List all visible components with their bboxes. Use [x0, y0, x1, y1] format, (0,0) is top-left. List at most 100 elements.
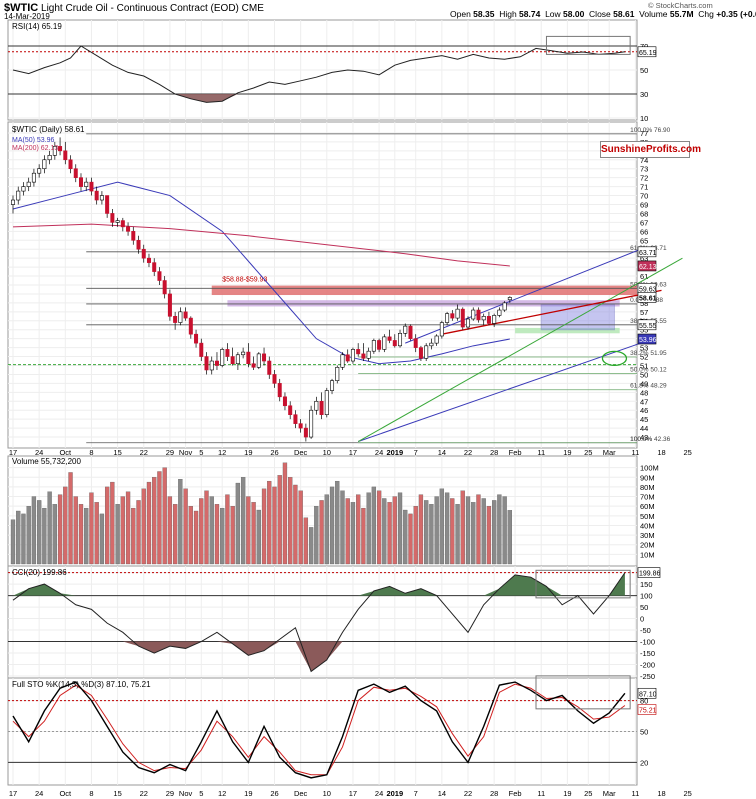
volume-bar [376, 490, 382, 565]
open-label: Open [450, 9, 471, 19]
price-title: $WTIC (Daily) 58.61 [12, 125, 85, 134]
candle-body [298, 423, 303, 429]
candle-body [361, 353, 366, 359]
low-label: Low [545, 9, 561, 19]
volume-ytick: 10M [640, 550, 655, 559]
price-ytick: 73 [640, 165, 648, 174]
close-label: Close [589, 9, 611, 19]
volume-bar [125, 491, 131, 565]
candle-body [115, 220, 120, 223]
volume-ytick: 20M [640, 541, 655, 550]
volume-bar [429, 504, 434, 565]
fib-rally-label: 50.0% 50.12 [630, 366, 667, 373]
candle-body [418, 347, 423, 359]
candle-body [377, 340, 382, 350]
volume-bar [47, 491, 52, 565]
volume-bar [497, 494, 502, 565]
candle-body [262, 353, 267, 362]
price-tag-label: 58.61 [639, 295, 657, 302]
volume-bar [115, 504, 120, 565]
volume-bar [188, 506, 193, 565]
volume-bar [314, 506, 319, 565]
volume-bar [298, 490, 303, 565]
volume-bar [68, 472, 73, 565]
sto-k-label: 87.10 [639, 691, 657, 698]
volume-bar [214, 504, 220, 565]
candle-body [424, 345, 429, 359]
cci-ytick: 0 [640, 615, 644, 624]
price-ytick: 57 [640, 308, 648, 317]
volume-bar [209, 496, 214, 565]
price-ytick: 50 [640, 370, 648, 379]
candle-body [89, 181, 94, 192]
volume-bar [246, 496, 251, 565]
x-tick-label: 19 [563, 448, 571, 457]
price-ytick: 70 [640, 192, 648, 201]
rsi-ytick: 10 [640, 114, 648, 123]
volume-bar [476, 494, 481, 565]
volume-bar [387, 502, 392, 565]
price-panel: 7776757473727170696867666564636261605958… [7, 121, 683, 449]
volume-bar [26, 506, 31, 565]
x-tick-label: 25 [584, 448, 592, 457]
volume-bar [418, 494, 424, 565]
volume-bar [220, 507, 225, 565]
rsi-line [12, 45, 625, 103]
volume-bar [141, 488, 146, 565]
price-ytick: 55 [640, 326, 648, 335]
price-ytick: 43 [640, 433, 648, 442]
ma200-line [12, 223, 510, 267]
up-channel-upper [405, 248, 641, 344]
resistance-zone [211, 285, 638, 296]
x-tick-label: 19 [244, 789, 252, 798]
candle-body [209, 360, 214, 371]
candle-body [481, 316, 486, 321]
candle-body [194, 333, 199, 344]
x-tick-label: 2019 [386, 448, 403, 457]
candle-body [382, 336, 387, 350]
cci-ytick: -200 [640, 661, 655, 670]
x-tick-label: 18 [657, 789, 665, 798]
candle-body [445, 313, 450, 323]
candle-body [157, 271, 162, 281]
high-label: High [499, 9, 517, 19]
candle-body [126, 226, 131, 232]
volume-bar [324, 494, 329, 565]
x-tick-label: 25 [683, 789, 691, 798]
volume-bar [371, 486, 377, 565]
volume-bar [486, 506, 492, 565]
volume-bar [366, 492, 371, 565]
candle-body [131, 231, 136, 241]
red-resistance-line [441, 289, 662, 335]
volume-bar [251, 502, 256, 565]
x-tick-label: 22 [140, 448, 148, 457]
x-tick-label: 11 [537, 448, 545, 457]
volume-bar [403, 509, 408, 565]
volume-bar [277, 475, 282, 565]
volume-bar [152, 477, 157, 565]
x-tick-label: 10 [323, 789, 331, 798]
fib-rally-label: 100.0% [630, 436, 652, 443]
x-tick-label: 8 [89, 789, 93, 798]
price-ytick: 66 [640, 227, 648, 236]
volume-ytick: 100M [640, 464, 659, 473]
candle-body [492, 315, 497, 324]
candle-body [324, 390, 329, 415]
volume-bar [308, 527, 314, 565]
candle-body [267, 360, 272, 375]
candle-body [52, 146, 57, 156]
sto-panel: 80 50 20 Full STO %K(14,3) %D(3) 87.10, 75.… [7, 675, 657, 786]
up-channel-lower [358, 342, 641, 442]
x-tick-label: 25 [683, 448, 691, 457]
price-ytick: 61 [640, 272, 648, 281]
candle-body [199, 342, 204, 357]
candle-body [178, 311, 183, 323]
price-tag-label: 59.63 [639, 286, 657, 293]
candle-body [63, 150, 68, 161]
price-ytick: 47 [640, 397, 648, 406]
candle-body [99, 195, 104, 201]
candle-body [214, 360, 219, 366]
x-tick-label: Mar [603, 448, 616, 457]
candle-body [450, 313, 455, 319]
